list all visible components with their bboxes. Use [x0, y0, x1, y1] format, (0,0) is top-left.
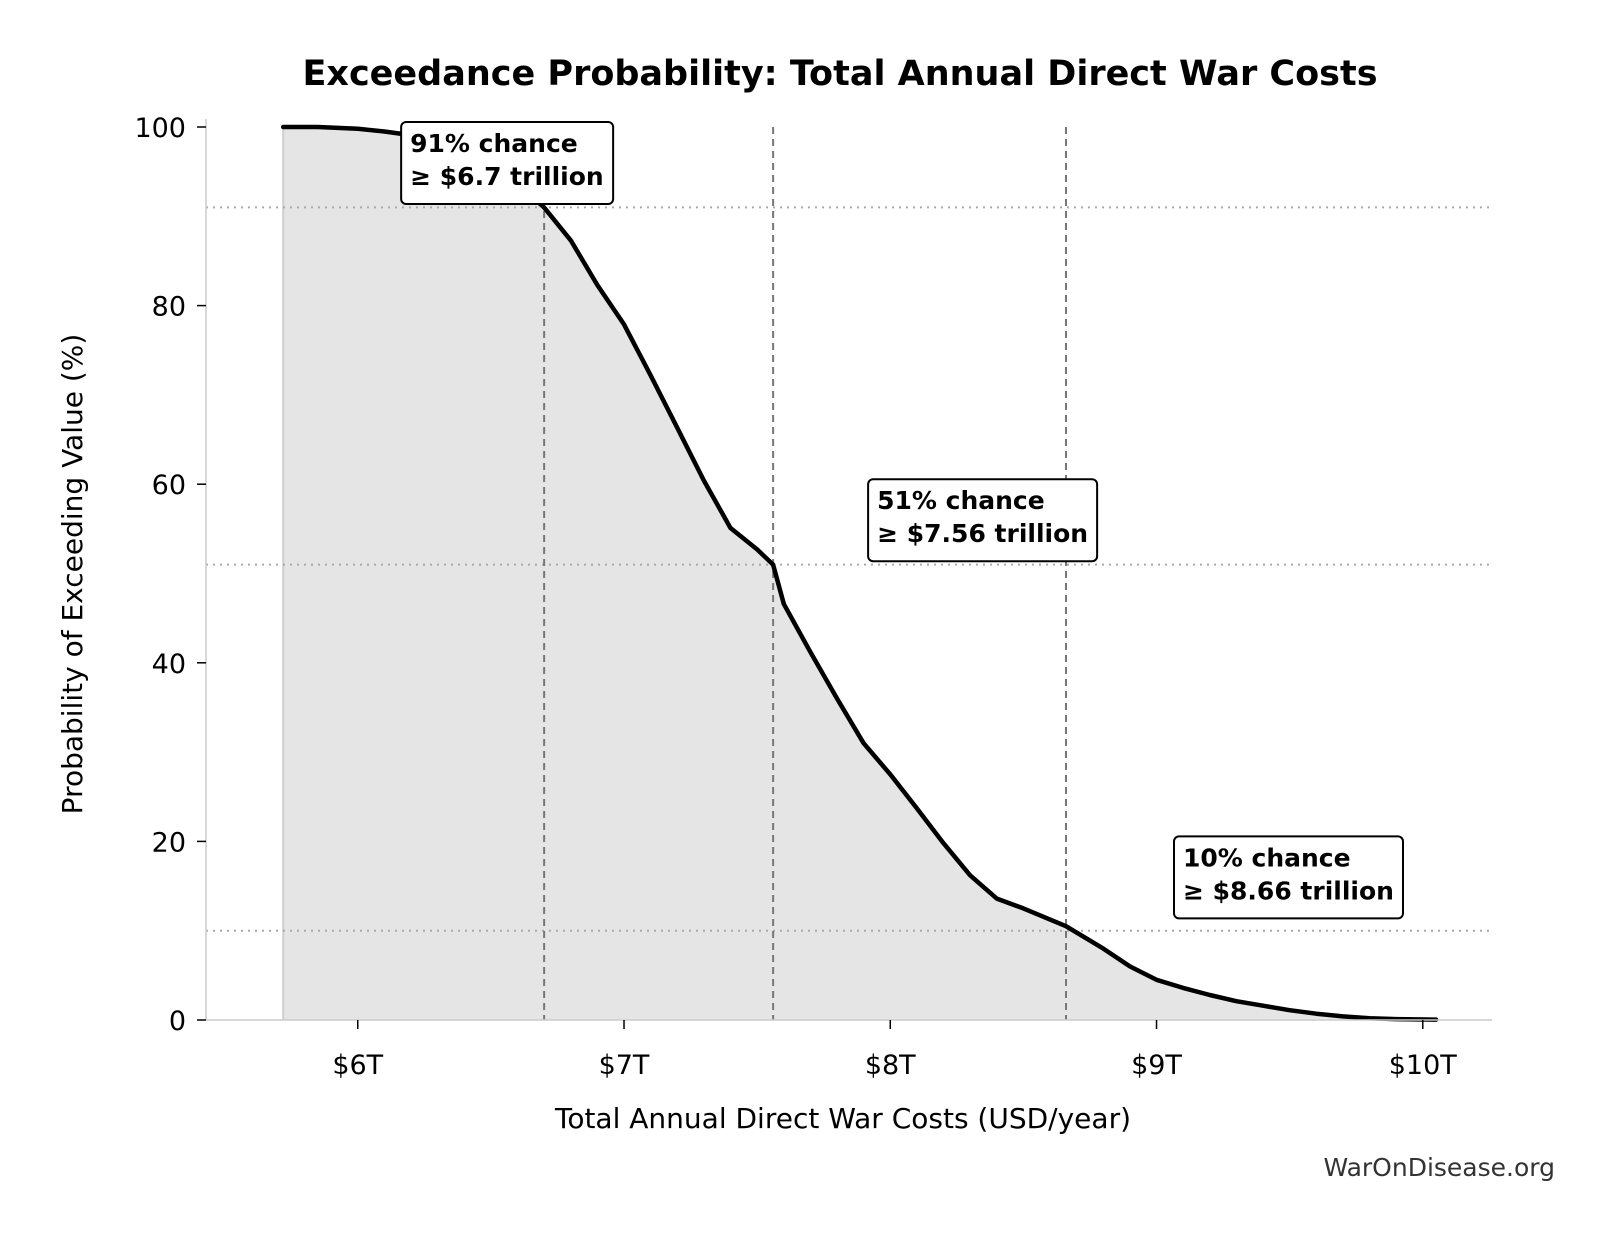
- y-tick-label: 40: [152, 649, 186, 680]
- x-tick-label: $10T: [1389, 1050, 1458, 1081]
- y-tick-label: 100: [134, 113, 186, 144]
- annotation-line-1: 51% chance: [877, 486, 1045, 515]
- threshold-lines: [543, 127, 1067, 1020]
- x-axis-ticks: $6T $7T $8T $9T $10T: [332, 1020, 1457, 1081]
- annotation-line-1: 10% chance: [1183, 843, 1351, 872]
- axes: 0 20 40 60 80 100 $6T $7T $8T $9T $10T: [134, 113, 1492, 1081]
- annotation-frame: [400, 121, 615, 205]
- y-tick-label: 20: [152, 827, 186, 858]
- annotation-box: 51% chance ≥ $7.56 trillion: [867, 478, 1099, 563]
- exceedance-area: [283, 127, 1437, 1020]
- y-tick-label: 80: [152, 292, 186, 323]
- x-axis-label: Total Annual Direct War Costs (USD/year): [554, 1102, 1131, 1135]
- y-tick-label: 0: [169, 1006, 186, 1037]
- annotation-line-2: ≥ $8.66 trillion: [1183, 876, 1394, 905]
- x-tick-label: $9T: [1131, 1050, 1182, 1081]
- x-tick-label: $8T: [865, 1050, 916, 1081]
- y-axis-ticks: 0 20 40 60 80 100: [134, 113, 206, 1037]
- annotation-line-1: 91% chance: [410, 129, 578, 158]
- annotation-box: 91% chance ≥ $6.7 trillion: [400, 121, 615, 205]
- y-axis-label: Probability of Exceeding Value (%): [56, 334, 89, 815]
- annotations: 91% chance ≥ $6.7 trillion 51% chance ≥ $7.…: [400, 121, 1404, 920]
- x-tick-label: $6T: [332, 1050, 383, 1081]
- annotation-frame: [867, 478, 1099, 563]
- annotation-box: 10% chance ≥ $8.66 trillion: [1172, 835, 1404, 920]
- annotation-line-2: ≥ $7.56 trillion: [877, 519, 1088, 548]
- annotation-frame: [1172, 835, 1404, 920]
- y-tick-label: 60: [152, 470, 186, 501]
- plot-area: [206, 124, 1492, 1022]
- annotation-line-2: ≥ $6.7 trillion: [410, 162, 604, 191]
- chart-title: Exceedance Probability: Total Annual Dir…: [302, 54, 1377, 94]
- probability-guides: [206, 206, 1492, 932]
- credit-text: WarOnDisease.org: [1323, 1153, 1555, 1182]
- x-tick-label: $7T: [599, 1050, 650, 1081]
